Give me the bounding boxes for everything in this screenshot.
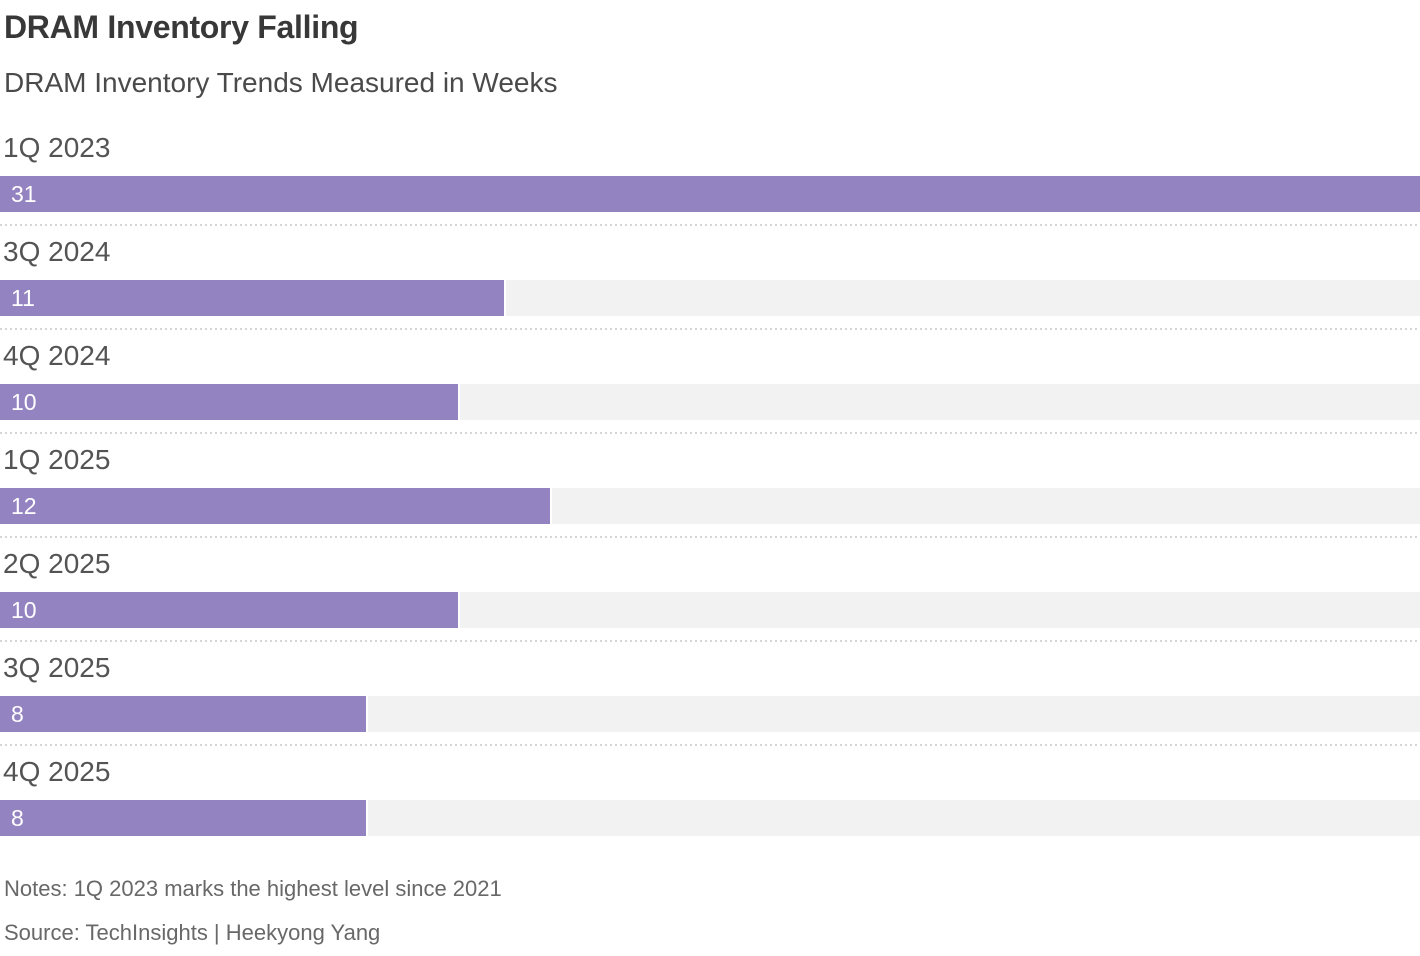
bar-chart: 1Q 2023 31 3Q 2024 11 4Q 2024 10 xyxy=(0,130,1420,858)
bar-row: 4Q 2025 8 xyxy=(0,754,1420,858)
bar-track: 31 xyxy=(0,176,1420,212)
bar-fill: 31 xyxy=(0,176,1420,212)
bar-value-label: 12 xyxy=(11,492,37,519)
chart-notes: Notes: 1Q 2023 marks the highest level s… xyxy=(4,876,502,901)
bar-value-label: 8 xyxy=(11,700,24,727)
bar-track: 12 xyxy=(0,488,1420,524)
bar-fill: 8 xyxy=(0,800,367,836)
bar-category-label: 3Q 2024 xyxy=(3,236,111,267)
chart-source: Source: TechInsights | Heekyong Yang xyxy=(4,920,381,945)
bar-fill: 8 xyxy=(0,696,367,732)
bar-value-label: 10 xyxy=(11,596,37,623)
bar-track: 8 xyxy=(0,696,1420,732)
bar-category-label: 3Q 2025 xyxy=(3,652,111,683)
bar-row: 3Q 2024 11 xyxy=(0,234,1420,338)
bar-value-label: 11 xyxy=(11,284,35,311)
bar-category-label: 1Q 2025 xyxy=(3,444,111,475)
bar-value-label: 31 xyxy=(11,180,37,207)
bar-row: 4Q 2024 10 xyxy=(0,338,1420,442)
bar-row: 1Q 2025 12 xyxy=(0,442,1420,546)
bar-row: 3Q 2025 8 xyxy=(0,650,1420,754)
bar-fill: 10 xyxy=(0,592,459,628)
bar-track: 10 xyxy=(0,384,1420,420)
bar-track: 10 xyxy=(0,592,1420,628)
chart-subtitle: DRAM Inventory Trends Measured in Weeks xyxy=(4,67,558,98)
bar-value-label: 8 xyxy=(11,804,24,831)
bar-fill: 11 xyxy=(0,280,504,316)
bar-category-label: 4Q 2025 xyxy=(3,756,111,787)
bar-track: 11 xyxy=(0,280,1420,316)
bar-row: 1Q 2023 31 xyxy=(0,130,1420,234)
bar-category-label: 2Q 2025 xyxy=(3,548,111,579)
bar-value-label: 10 xyxy=(11,388,37,415)
bar-category-label: 1Q 2023 xyxy=(3,132,111,163)
chart-title: DRAM Inventory Falling xyxy=(4,9,359,45)
bar-fill: 12 xyxy=(0,488,550,524)
bar-row: 2Q 2025 10 xyxy=(0,546,1420,650)
bar-track: 8 xyxy=(0,800,1420,836)
bar-fill: 10 xyxy=(0,384,459,420)
page-root: DRAM Inventory Falling DRAM Inventory Tr… xyxy=(0,8,1420,956)
bar-category-label: 4Q 2024 xyxy=(3,340,111,371)
